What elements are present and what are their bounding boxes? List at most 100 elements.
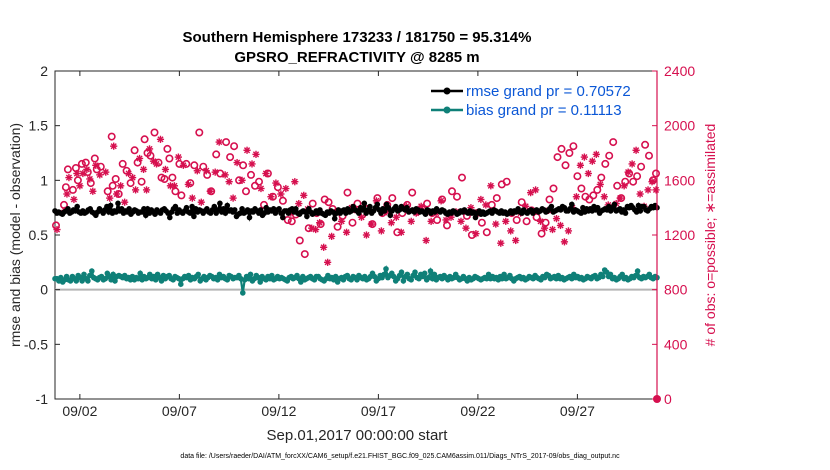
obs-assimilated-point — [156, 135, 165, 143]
obs-possible-point — [609, 138, 618, 147]
rmse-point — [472, 214, 479, 221]
bias-point — [427, 268, 434, 274]
obs-possible-point — [333, 222, 342, 231]
obs-possible-point — [593, 185, 602, 194]
obs-possible-point — [278, 196, 287, 205]
obs-assimilated-point — [262, 169, 270, 178]
obs-assimilated-point — [300, 191, 308, 199]
obs-assimilated-point — [556, 221, 565, 230]
obs-assimilated-point — [648, 178, 656, 186]
obs-assimilated-point — [652, 186, 660, 194]
obs-possible-point — [140, 135, 149, 144]
obs-assimilated-point — [121, 198, 129, 206]
obs-possible-point — [522, 217, 531, 226]
obs-assimilated-point — [324, 258, 332, 266]
obs-possible-point — [408, 188, 417, 197]
rmse-point — [361, 200, 368, 207]
obs-possible-markers — [51, 128, 660, 259]
obs-possible-point — [251, 181, 260, 190]
obs-assimilated-point — [215, 138, 223, 146]
obs-possible-point — [308, 199, 317, 208]
obs-possible-point — [68, 185, 77, 194]
legend-bias-label: bias grand pr = 0.11113 — [466, 102, 622, 119]
obs-possible-point — [549, 184, 558, 193]
obs-assimilated-point — [83, 165, 91, 173]
obs-assimilated-point — [65, 174, 73, 182]
bias-point — [224, 277, 231, 283]
obs-assimilated-point — [63, 190, 71, 198]
obs-assimilated-point — [644, 186, 652, 194]
obs-assimilated-point — [197, 198, 205, 206]
obs-possible-point — [273, 183, 282, 192]
obs-possible-point — [577, 184, 586, 193]
obs-possible-point — [171, 187, 180, 196]
obs-assimilated-point — [193, 167, 201, 175]
bias-point — [398, 269, 405, 276]
data-file-footer: data file: /Users/raeder/DAI/ATM_forcXX/… — [180, 453, 620, 460]
obs-possible-point — [287, 217, 296, 226]
obs-assimilated-point — [229, 194, 237, 202]
obs-assimilated-point — [497, 239, 505, 247]
obs-possible-point — [247, 170, 256, 179]
right-y-tick-label: 400 — [664, 336, 688, 352]
obs-assimilated-point — [552, 215, 561, 223]
obs-assimilated-point — [584, 169, 592, 178]
obs-assimilated-point — [252, 150, 260, 158]
obs-possible-point — [605, 151, 614, 160]
rmse-point — [217, 200, 223, 207]
obs-assimilated-point — [295, 199, 303, 208]
obs-assimilated-point — [125, 169, 133, 178]
obs-assimilated-point — [482, 201, 490, 209]
x-tick-label: 09/12 — [261, 403, 296, 419]
obs-assimilated-point — [174, 153, 182, 161]
obs-possible-point — [190, 161, 199, 170]
obs-assimilated-point — [238, 176, 246, 184]
rmse-point — [381, 208, 388, 214]
obs-possible-point — [633, 172, 642, 181]
obs-possible-point — [482, 228, 491, 237]
bias-point — [501, 271, 507, 278]
rmse-point — [211, 203, 218, 210]
obs-possible-point — [160, 175, 169, 184]
obs-possible-point — [59, 200, 68, 209]
rmse-point — [74, 203, 80, 210]
obs-assimilated-point — [377, 227, 385, 235]
left-y-tick-label: 1.5 — [29, 118, 49, 134]
obs-possible-point — [553, 153, 562, 162]
bias-point — [400, 278, 407, 284]
obs-possible-point — [199, 162, 208, 171]
obs-assimilated-point — [576, 161, 584, 169]
rmse-point — [172, 203, 179, 210]
obs-assimilated-point — [540, 224, 549, 232]
obs-possible-point — [502, 177, 511, 186]
obs-assimilated-point — [248, 160, 256, 168]
obs-possible-point — [81, 158, 90, 167]
chart-title-line1: Southern Hemisphere 173233 / 181750 = 95… — [183, 29, 532, 46]
bias-point — [412, 269, 418, 276]
obs-assimilated-point — [572, 193, 581, 201]
obs-assimilated-point — [152, 160, 161, 168]
obs-assimilated-point — [272, 179, 280, 187]
bias-point — [112, 278, 118, 284]
obs-possible-point — [492, 194, 501, 203]
obs-assimilated-point — [367, 220, 376, 228]
obs-assimilated-point — [267, 193, 275, 201]
obs-possible-point — [212, 150, 221, 159]
obs-possible-point — [477, 218, 486, 227]
rmse-point — [65, 206, 71, 212]
rmse-point — [567, 206, 573, 212]
rmse-point — [548, 203, 555, 210]
obs-assimilated-point — [564, 227, 573, 235]
x-tick-label: 09/17 — [361, 403, 396, 419]
obs-possible-point — [353, 199, 362, 208]
x-tick-label: 09/07 — [162, 403, 197, 419]
bias-point — [89, 268, 95, 274]
obs-assimilated-point — [632, 146, 640, 154]
obs-possible-point — [545, 195, 554, 204]
obs-possible-point — [77, 159, 86, 168]
legend-rmse-marker — [443, 87, 451, 95]
obs-assimilated-point — [89, 187, 97, 195]
obs-assimilated-point — [472, 230, 480, 238]
obs-assimilated-point — [492, 220, 500, 228]
plot-area — [54, 70, 658, 400]
